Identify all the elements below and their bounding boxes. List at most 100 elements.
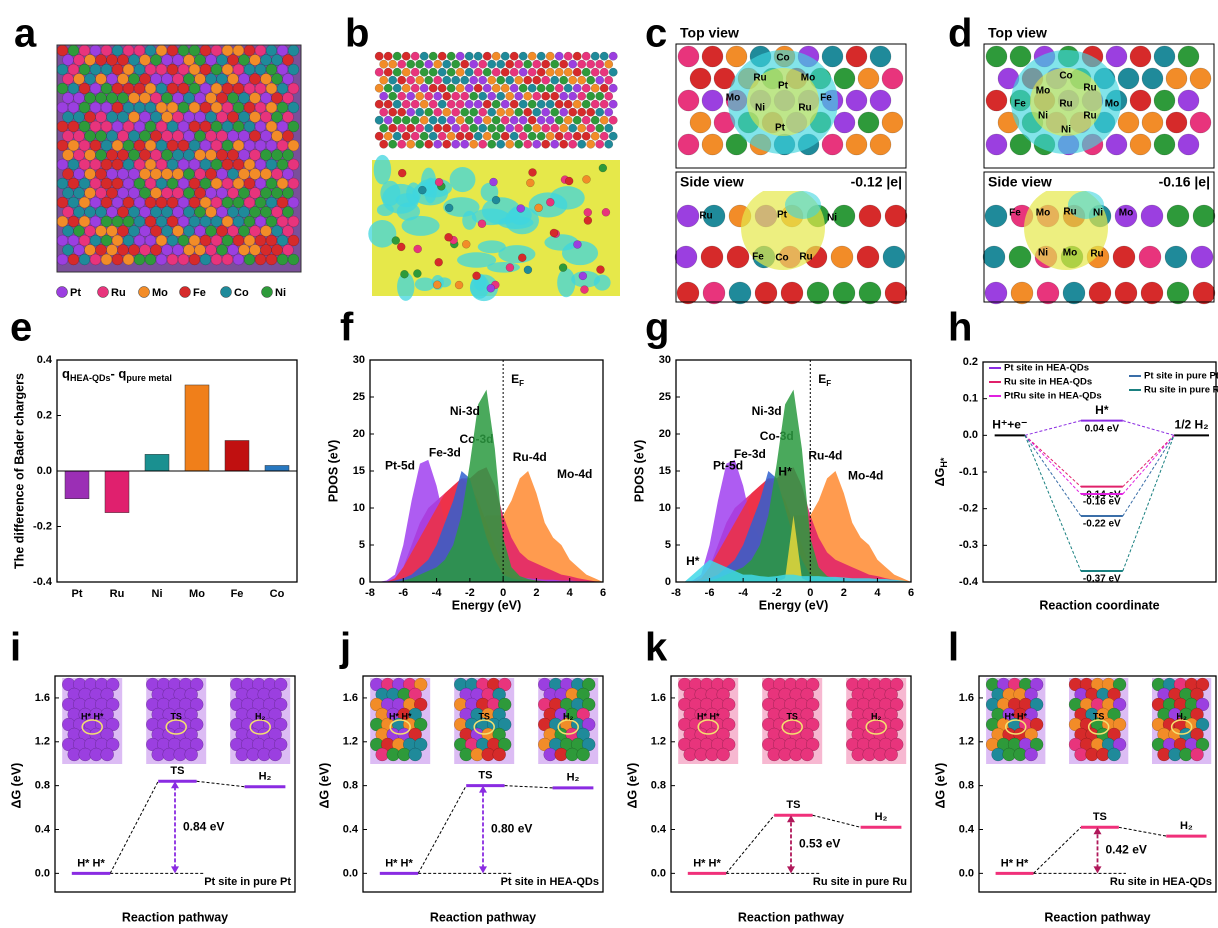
atom	[408, 747, 422, 762]
atom	[581, 697, 596, 712]
atom	[287, 139, 300, 152]
atom	[604, 107, 614, 117]
atom	[478, 123, 488, 133]
atom	[232, 44, 245, 57]
atom-label: Ru	[699, 211, 712, 222]
atom	[221, 177, 234, 190]
atom	[805, 717, 820, 732]
atom	[428, 115, 438, 125]
pdos-area	[684, 515, 911, 582]
atom	[509, 131, 519, 141]
atom	[117, 168, 129, 180]
atom	[122, 177, 135, 190]
atom	[282, 187, 294, 199]
atom	[271, 149, 283, 161]
atom	[95, 111, 107, 123]
atom	[514, 91, 524, 101]
atom	[276, 120, 289, 133]
atom	[1009, 45, 1032, 68]
atom	[265, 44, 278, 57]
atom	[238, 54, 250, 66]
panel-letter: e	[10, 306, 32, 350]
adsorbate-ring	[249, 719, 271, 735]
atom	[728, 281, 752, 305]
atom	[716, 687, 730, 702]
inset-label: TS	[478, 711, 490, 721]
atom	[410, 67, 420, 77]
atom	[563, 99, 573, 109]
atom	[1112, 677, 1127, 692]
adsorbate-ring	[473, 719, 495, 735]
atom	[73, 168, 85, 180]
atom	[419, 131, 429, 141]
atom	[884, 707, 898, 722]
atom	[243, 177, 256, 190]
atom	[100, 120, 113, 133]
atom	[260, 168, 272, 180]
atom	[518, 83, 528, 93]
atom	[271, 187, 283, 199]
atom	[249, 54, 261, 66]
atom	[177, 177, 190, 190]
atom	[194, 187, 206, 199]
atom	[227, 206, 239, 218]
charge-blob	[470, 274, 490, 299]
atom	[117, 130, 129, 142]
x-tick-label: 4	[567, 587, 574, 599]
atom	[577, 91, 587, 101]
x-tick-label: Mo	[189, 588, 205, 600]
atom	[505, 263, 515, 272]
atom	[505, 59, 515, 69]
charge-blob	[498, 245, 536, 264]
atom	[559, 91, 569, 101]
legend-swatch	[179, 286, 191, 298]
atom	[265, 177, 278, 190]
atom	[238, 73, 250, 85]
atom	[133, 139, 146, 152]
x-tick-label: -2	[465, 587, 475, 599]
atom	[577, 139, 587, 149]
atom	[1195, 717, 1210, 732]
atom	[478, 59, 488, 69]
atom	[254, 234, 267, 247]
atom	[586, 59, 596, 69]
atom	[491, 195, 501, 205]
atom	[677, 133, 700, 156]
atom	[845, 89, 868, 112]
atom	[392, 67, 402, 77]
atom	[383, 83, 393, 93]
connector	[109, 780, 245, 874]
legend-label: Pt	[70, 287, 81, 299]
atom	[702, 204, 726, 228]
atom	[581, 67, 591, 77]
atom	[282, 206, 294, 218]
atom	[563, 131, 573, 141]
atom	[276, 253, 289, 266]
pdos-area	[378, 471, 603, 582]
atom	[379, 139, 389, 149]
atom	[1024, 727, 1038, 742]
atom	[111, 196, 124, 209]
atom	[595, 107, 605, 117]
atom	[415, 91, 425, 101]
atom	[183, 111, 195, 123]
atom	[260, 130, 272, 142]
inset-label: TS	[1093, 711, 1105, 721]
atom	[254, 215, 267, 228]
atom	[545, 115, 555, 125]
series-label: Pt-5d	[713, 459, 743, 473]
atom	[260, 244, 272, 256]
atom	[800, 687, 814, 702]
atom	[56, 63, 69, 76]
y-tick-label: 1.6	[959, 692, 974, 704]
adsorbate-ring	[81, 719, 103, 735]
atom	[111, 234, 124, 247]
y-tick-label: 0.0	[651, 867, 666, 879]
atom	[590, 67, 600, 77]
atom	[161, 92, 173, 104]
y-axis-label: The difference of Bader chargers	[12, 373, 26, 569]
y-tick-label: 20	[659, 428, 671, 440]
atom	[84, 149, 96, 161]
atom	[122, 44, 135, 57]
atom	[210, 82, 223, 95]
